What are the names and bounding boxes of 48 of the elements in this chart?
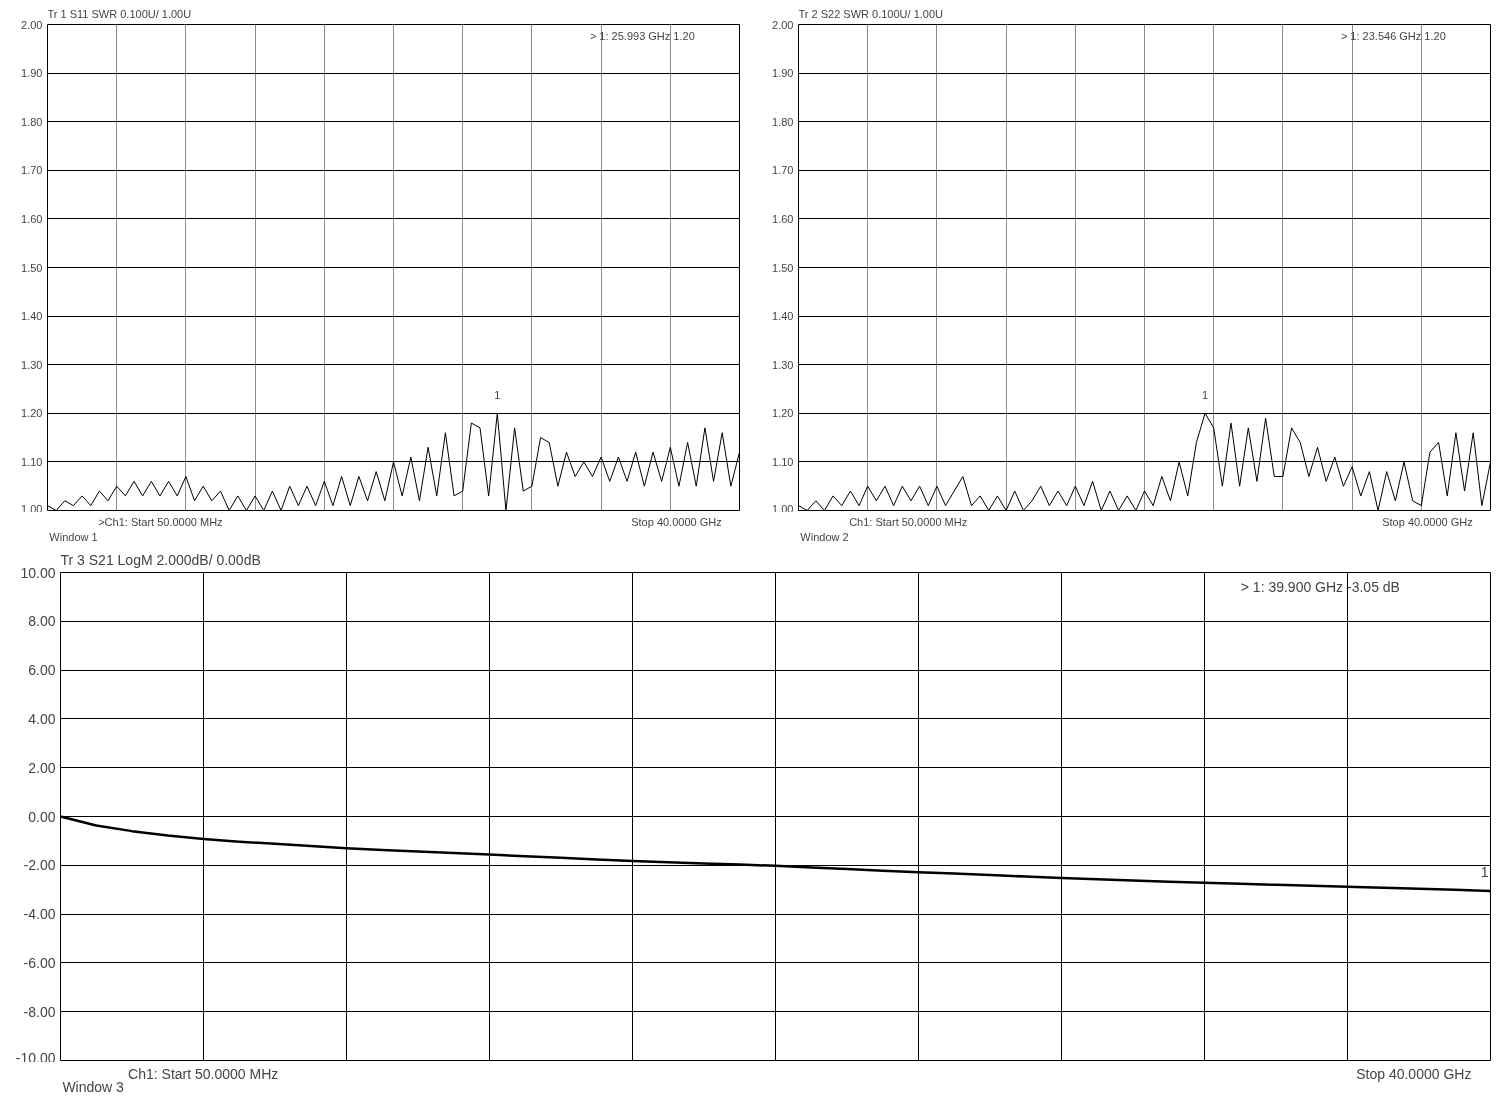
text: Window 3 bbox=[62, 1078, 125, 1095]
y-tick-label: 1.70 bbox=[21, 164, 43, 177]
text: >Ch1: Start 50.0000 MHz bbox=[98, 515, 223, 528]
annotation: 1 bbox=[1480, 863, 1489, 880]
chart-title: Tr 1 S11 SWR 0.100U/ 1.00U bbox=[47, 7, 192, 20]
text: Stop 40.0000 GHz bbox=[631, 515, 722, 528]
y-tick-label: 1.00 bbox=[21, 502, 43, 515]
y-tick-label: -2.00 bbox=[23, 857, 56, 874]
y-tick-label: 0.00 bbox=[28, 808, 56, 825]
text: Window 1 bbox=[49, 530, 98, 543]
y-tick-label: 1.30 bbox=[772, 358, 794, 371]
y-tick-label: 1.50 bbox=[772, 261, 794, 274]
y-tick-label: 1.90 bbox=[772, 67, 794, 80]
y-tick-label: 1.10 bbox=[772, 455, 794, 468]
y-tick-label: 8.00 bbox=[28, 613, 56, 630]
y-tick-label: -10.00 bbox=[15, 1049, 56, 1066]
y-tick-label: 10.00 bbox=[20, 564, 56, 581]
text: Stop 40.0000 GHz bbox=[1382, 515, 1473, 528]
y-tick-label: -8.00 bbox=[23, 1003, 56, 1020]
y-tick-label: -4.00 bbox=[23, 906, 56, 923]
y-tick-label: 1.40 bbox=[21, 310, 43, 323]
y-tick-label: 1.00 bbox=[772, 502, 794, 515]
y-tick-label: -6.00 bbox=[23, 954, 56, 971]
y-tick-label: 1.20 bbox=[772, 407, 794, 420]
y-tick-label: 1.50 bbox=[21, 261, 43, 274]
chart-title: Tr 2 S22 SWR 0.100U/ 1.00U bbox=[798, 7, 944, 20]
y-tick-label: 1.20 bbox=[21, 407, 43, 420]
y-tick-label: 1.40 bbox=[772, 310, 794, 323]
y-tick-label: 1.80 bbox=[772, 115, 794, 128]
text: Ch1: Start 50.0000 MHz bbox=[849, 515, 968, 528]
y-tick-label: 1.10 bbox=[21, 455, 43, 468]
annotation: 1 bbox=[494, 389, 501, 402]
y-tick-label: 1.80 bbox=[21, 115, 43, 128]
chart-title: Tr 3 S21 LogM 2.000dB/ 0.00dB bbox=[60, 551, 261, 568]
text: Window 2 bbox=[800, 530, 849, 543]
y-tick-label: 1.70 bbox=[772, 164, 794, 177]
y-tick-label: 2.00 bbox=[28, 759, 56, 776]
y-tick-label: 1.30 bbox=[21, 358, 43, 371]
text: Ch1: Start 50.0000 MHz bbox=[128, 1065, 279, 1082]
text: Stop 40.0000 GHz bbox=[1356, 1065, 1472, 1082]
y-tick-label: 1.90 bbox=[21, 67, 43, 80]
y-tick-label: 2.00 bbox=[21, 18, 43, 31]
y-tick-label: 6.00 bbox=[28, 662, 56, 679]
y-tick-label: 1.60 bbox=[21, 212, 43, 225]
y-tick-label: 2.00 bbox=[772, 18, 794, 31]
y-tick-label: 1.60 bbox=[772, 212, 794, 225]
y-tick-label: 4.00 bbox=[28, 710, 56, 727]
annotation: 1 bbox=[1201, 389, 1209, 402]
